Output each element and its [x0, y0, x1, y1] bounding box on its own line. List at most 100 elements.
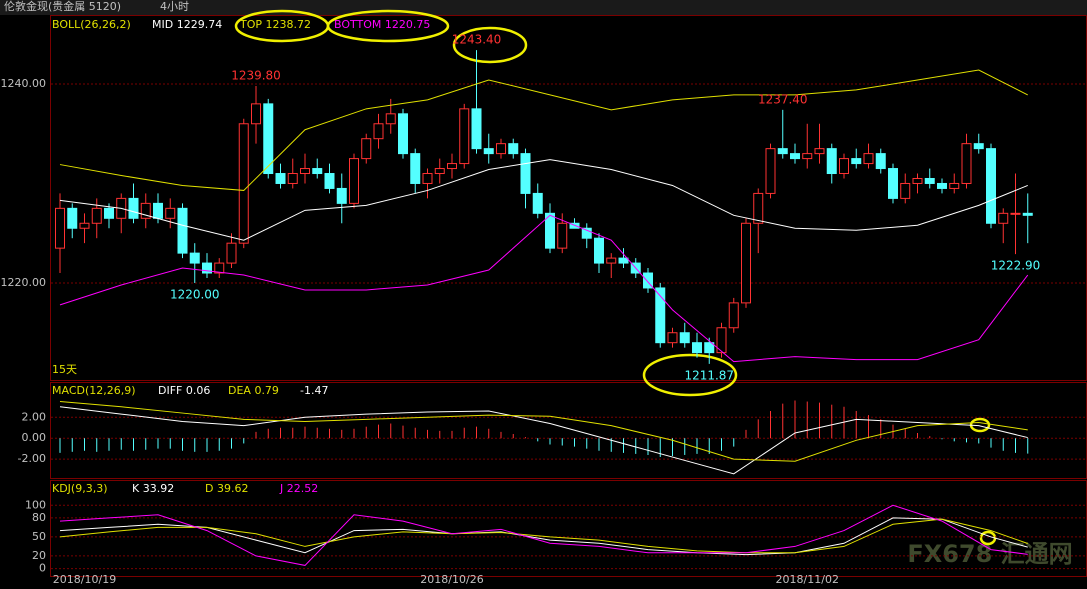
candle-body [924, 177, 935, 184]
candle-body [153, 202, 163, 219]
legend-text: D 39.62 [205, 482, 248, 495]
indicator-line [59, 406, 1028, 475]
candle-body [643, 272, 653, 289]
annotation: 1211.87 [684, 368, 734, 382]
y-tick-label: 1220.00 [1, 276, 47, 289]
candle-body [385, 113, 396, 125]
candle-body [814, 148, 825, 155]
main-frame [50, 15, 1087, 381]
legend-text: J 22.52 [279, 482, 318, 495]
title: 伦敦金现(贵金属 5120) [4, 0, 121, 13]
legend-text: DIFF 0.06 [158, 384, 210, 397]
y-tick-label: 2.00 [22, 410, 47, 423]
candle-body [594, 237, 604, 264]
x-tick-label: 2018/11/02 [776, 573, 839, 586]
candle-body [949, 182, 960, 189]
candle-body [128, 197, 139, 219]
candle-body [900, 182, 911, 199]
candle-body [189, 252, 200, 264]
candle-body [937, 182, 947, 189]
candle-body [67, 207, 78, 229]
candle-body [998, 212, 1009, 224]
indicator-line [59, 401, 1028, 462]
y-tick-label: -2.00 [18, 452, 46, 465]
candle-body [777, 148, 788, 155]
candle-body [422, 173, 433, 184]
candle-body [557, 222, 568, 249]
candle-body [214, 262, 225, 274]
candle-body [287, 173, 298, 184]
candle-body [581, 227, 592, 239]
legend-text: K 33.92 [132, 482, 174, 495]
legend-text: DEA 0.79 [228, 384, 279, 397]
y-tick-label: 0 [39, 562, 46, 575]
candle-body [863, 153, 874, 165]
candle-body [802, 153, 813, 160]
indicator-line [59, 518, 1028, 554]
annotation: 1220.00 [170, 287, 220, 301]
candle-body [300, 168, 310, 175]
x-tick-label: 2018/10/19 [53, 573, 116, 586]
candle-body [336, 187, 347, 204]
candle-body [618, 257, 629, 264]
candle-body [483, 148, 494, 155]
candle-body [140, 202, 151, 219]
candle-body [471, 108, 482, 150]
candle-body [790, 153, 800, 160]
candle-body [349, 158, 359, 204]
candle-body [91, 207, 102, 224]
indicator-line [59, 214, 1029, 363]
candle-body [434, 168, 445, 175]
indicator-line [59, 504, 1028, 566]
candle-body [1010, 212, 1021, 215]
candle-body [753, 192, 764, 224]
candle-body [202, 262, 212, 274]
annotation: 1243.40 [452, 33, 502, 47]
candle-body [79, 222, 90, 229]
candle-body [251, 103, 261, 125]
candle-body [496, 143, 506, 155]
candle-body [986, 148, 996, 224]
candle-body [728, 302, 739, 329]
legend-text: KDJ(9,3,3) [52, 482, 108, 495]
candle-body [851, 158, 862, 165]
candle-body [888, 168, 898, 199]
legend-text: -1.47 [300, 384, 328, 397]
candle-body [679, 332, 690, 344]
legend-text: BOTTOM 1220.75 [334, 18, 430, 31]
candle-body [312, 168, 323, 175]
candle-body [373, 123, 384, 140]
candle-body [961, 143, 972, 184]
candle-body [508, 143, 519, 155]
candle-body [545, 212, 555, 249]
candle-body [741, 222, 751, 304]
candle-body [410, 153, 421, 184]
annotation: 1237.40 [758, 92, 808, 106]
candle-body [655, 287, 666, 344]
candle-body [361, 138, 372, 160]
y-tick-label: 50 [32, 530, 46, 543]
candle-body [912, 177, 923, 184]
candle-body [447, 163, 457, 170]
candle-body [104, 207, 114, 219]
candle-body [324, 173, 335, 189]
candle-body [765, 148, 776, 194]
circle [326, 9, 450, 43]
candle-body [716, 327, 727, 354]
candle-body [520, 153, 531, 194]
candle-body [692, 342, 702, 354]
candle-body [839, 158, 849, 175]
candle-body [826, 148, 837, 175]
x-tick-label: 2018/10/26 [420, 573, 483, 586]
candle-body [263, 103, 274, 175]
y-tick-label: 80 [32, 511, 46, 524]
legend-text: BOLL(26,26,2) [52, 18, 131, 31]
y-tick-label: 1240.00 [1, 77, 47, 90]
period: 4小时 [160, 0, 189, 13]
candle-body [165, 207, 176, 219]
candle-body [973, 143, 984, 150]
candle-body [177, 207, 188, 254]
candle-body [398, 113, 408, 155]
y-tick-label: 20 [32, 549, 46, 562]
